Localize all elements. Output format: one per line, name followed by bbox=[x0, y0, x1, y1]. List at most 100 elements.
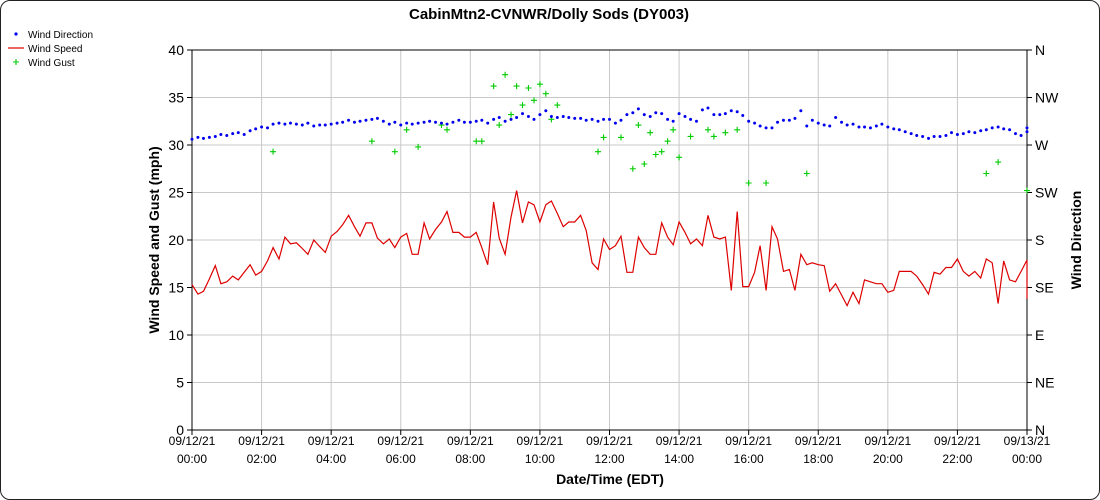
wind-gust-point bbox=[745, 180, 752, 186]
wind-gust-point bbox=[473, 138, 480, 145]
legend: Wind Direction Wind Speed Wind Gust bbox=[8, 30, 93, 69]
wind-direction-point bbox=[834, 115, 838, 119]
wind-direction-point bbox=[897, 128, 901, 132]
wind-direction-point bbox=[816, 121, 820, 125]
wind-direction-point bbox=[874, 124, 878, 128]
wind-direction-point bbox=[375, 116, 379, 120]
wind-direction-point bbox=[439, 121, 443, 125]
wind-direction-point bbox=[561, 115, 565, 118]
wind-gust-point bbox=[652, 151, 659, 158]
wind-direction-point bbox=[312, 124, 316, 128]
wind-direction-point bbox=[381, 119, 385, 123]
wind-direction-point bbox=[671, 119, 675, 123]
y-tick-label: 0 bbox=[176, 422, 184, 438]
wind-direction-point bbox=[300, 123, 304, 127]
legend-label-wind-gust: Wind Gust bbox=[28, 58, 75, 69]
wind-direction-point bbox=[503, 119, 507, 123]
wind-gust-point bbox=[542, 90, 549, 97]
y-tick-label: 10 bbox=[168, 327, 184, 343]
wind-direction-point bbox=[236, 131, 240, 135]
wind-direction-point bbox=[306, 121, 310, 125]
x-tick-date-label: 09/12/21 bbox=[656, 434, 703, 448]
wind-direction-point bbox=[370, 117, 374, 121]
x-tick-date-label: 09/12/21 bbox=[517, 434, 564, 448]
wind-direction-point bbox=[729, 109, 733, 113]
wind-direction-point bbox=[288, 121, 292, 125]
wind-gust-point bbox=[687, 133, 694, 140]
wind-direction-point bbox=[1002, 127, 1006, 131]
y2-tick-label: N bbox=[1035, 422, 1045, 438]
x-axis-label: Date/Time (EDT) bbox=[556, 471, 664, 487]
wind-direction-point bbox=[335, 121, 339, 125]
x-tick-time-label: 22:00 bbox=[942, 452, 972, 466]
wind-direction-point bbox=[509, 117, 513, 121]
wind-direction-point bbox=[341, 120, 345, 124]
wind-direction-point bbox=[955, 133, 959, 137]
x-tick-time-label: 00:00 bbox=[1012, 452, 1042, 466]
wind-direction-point bbox=[950, 131, 954, 135]
wind-gust-point bbox=[722, 129, 729, 136]
wind-direction-point bbox=[265, 126, 269, 130]
wind-direction-point bbox=[497, 115, 501, 119]
wind-direction-point bbox=[486, 121, 490, 125]
wind-direction-point bbox=[753, 121, 757, 125]
x-tick-date-label: 09/12/21 bbox=[447, 434, 494, 448]
wind-direction-point bbox=[932, 134, 936, 138]
y2-tick-label: E bbox=[1035, 327, 1044, 343]
wind-direction-point bbox=[428, 119, 432, 123]
wind-direction-point bbox=[190, 137, 194, 141]
y2-tick-label: NE bbox=[1035, 375, 1054, 391]
wind-gust-point bbox=[664, 138, 671, 145]
wind-direction-point bbox=[468, 120, 472, 124]
x-tick-time-label: 12:00 bbox=[594, 452, 624, 466]
wind-direction-point bbox=[706, 106, 710, 110]
wind-gust-point bbox=[519, 102, 526, 109]
x-tick-date-label: 09/12/21 bbox=[586, 434, 633, 448]
wind-direction-point bbox=[903, 130, 907, 134]
wind-gust-series bbox=[270, 71, 1030, 194]
x-tick-time-label: 00:00 bbox=[177, 452, 207, 466]
wind-direction-point bbox=[260, 125, 264, 129]
wind-direction-point bbox=[480, 118, 484, 122]
wind-direction-point bbox=[387, 122, 391, 126]
wind-direction-point bbox=[648, 115, 652, 118]
wind-direction-point bbox=[549, 115, 553, 118]
wind-direction-point bbox=[712, 113, 716, 117]
wind-direction-point bbox=[584, 118, 588, 122]
wind-direction-point bbox=[810, 118, 814, 122]
wind-direction-point bbox=[1019, 134, 1023, 137]
x-tick-time-label: 02:00 bbox=[247, 452, 277, 466]
wind-direction-point bbox=[799, 109, 803, 113]
wind-direction-point bbox=[805, 124, 809, 128]
wind-direction-series bbox=[190, 106, 1029, 141]
wind-direction-point bbox=[422, 120, 426, 124]
wind-direction-point bbox=[358, 119, 362, 123]
x-tick-time-label: 08:00 bbox=[455, 452, 485, 466]
wind-direction-point bbox=[822, 123, 826, 127]
grid bbox=[191, 49, 1028, 431]
wind-direction-point bbox=[515, 115, 519, 119]
wind-direction-point bbox=[851, 122, 855, 126]
wind-direction-point bbox=[462, 120, 466, 124]
wind-direction-point bbox=[868, 126, 872, 130]
x-tick-date-label: 09/12/21 bbox=[238, 434, 285, 448]
x-tick-date-label: 09/12/21 bbox=[169, 434, 216, 448]
wind-gust-point bbox=[995, 159, 1002, 166]
wind-direction-point bbox=[538, 113, 542, 117]
wind-direction-point bbox=[764, 126, 768, 130]
wind-direction-point bbox=[880, 122, 884, 126]
left-axis-ticks: 0 5 10 15 20 25 30 35 40 bbox=[168, 42, 192, 438]
wind-speed-series bbox=[191, 190, 1028, 307]
wind-gust-point bbox=[478, 138, 485, 145]
wind-gust-point bbox=[444, 126, 451, 133]
wind-gust-point bbox=[554, 102, 561, 109]
y-tick-label: 5 bbox=[176, 375, 184, 391]
wind-direction-point bbox=[863, 125, 867, 129]
y2-tick-label: SW bbox=[1035, 185, 1058, 201]
wind-direction-point bbox=[984, 128, 988, 132]
wind-direction-point bbox=[555, 115, 559, 119]
wind-direction-point bbox=[689, 117, 693, 121]
wind-direction-point bbox=[694, 119, 698, 123]
wind-gust-point bbox=[676, 154, 683, 161]
